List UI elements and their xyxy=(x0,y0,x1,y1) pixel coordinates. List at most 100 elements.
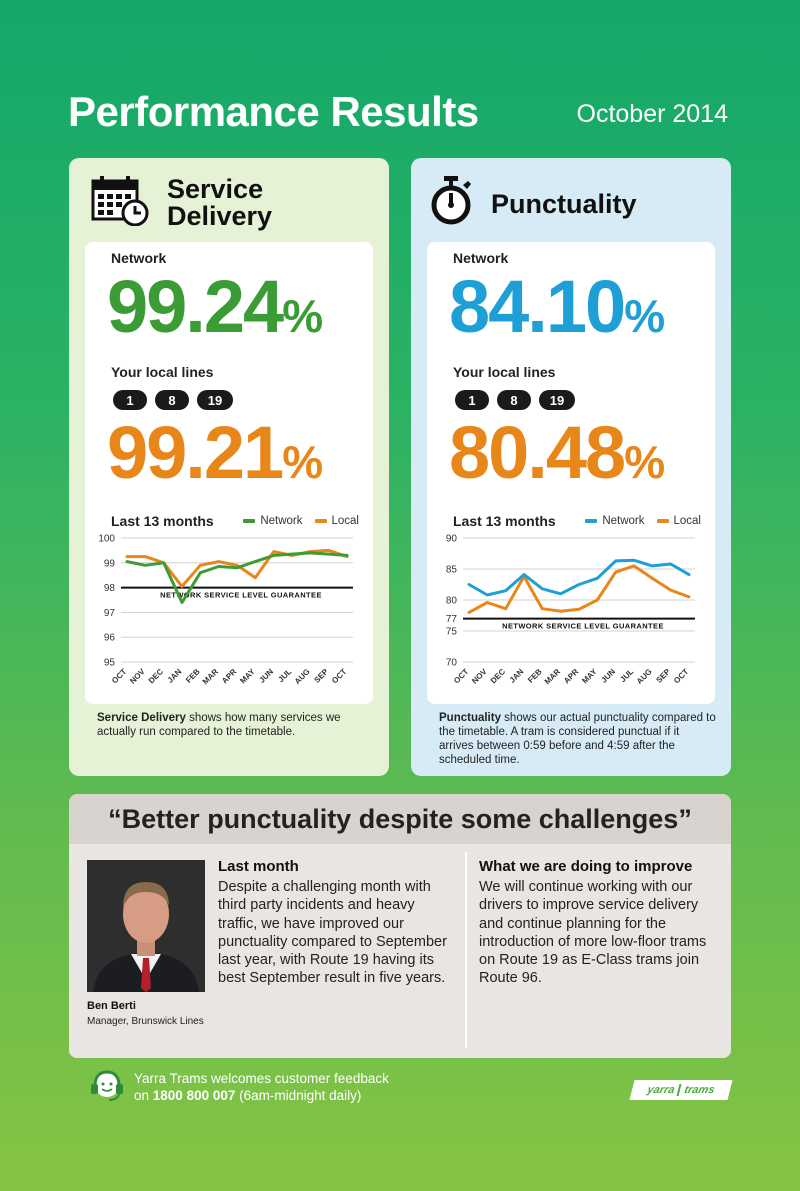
punctuality-description: Punctuality shows our actual punctuality… xyxy=(439,711,717,767)
logo-word-trams: trams xyxy=(682,1084,716,1096)
punctuality-chart: 70 75 77 80 85 90 NETWORK SERVICE LEVEL GUARAN… xyxy=(446,534,695,686)
guarantee-label: NETWORK SERVICE LEVEL GUARANTEE xyxy=(160,591,322,600)
percent-sign: % xyxy=(282,436,324,488)
route-pill: 19 xyxy=(197,390,233,410)
service-delivery-title-line2: Delivery xyxy=(167,201,273,231)
x-tick-label: JUN xyxy=(257,667,275,685)
person-role: Manager, Brunswick Lines xyxy=(87,1016,204,1027)
y-tick-label: 98 xyxy=(104,583,116,594)
legend-network-label: Network xyxy=(260,515,303,527)
x-tick-label: SEP xyxy=(654,667,672,685)
percent-sign: % xyxy=(282,290,324,342)
chart-legend: Network Local xyxy=(243,515,359,527)
headline-quote: “Better punctuality despite some challen… xyxy=(108,804,692,834)
x-tick-label: NOV xyxy=(470,667,489,686)
chart-title: Last 13 months xyxy=(111,513,214,529)
column-divider xyxy=(465,852,467,1048)
x-tick-label: MAR xyxy=(543,667,562,686)
x-tick-label: JUL xyxy=(618,667,635,684)
network-value: 84.10% xyxy=(449,270,665,353)
route-pill: 19 xyxy=(539,390,575,410)
x-tick-label: NOV xyxy=(128,667,147,686)
guarantee-label: NETWORK SERVICE LEVEL GUARANTEE xyxy=(502,622,664,631)
route-pill: 8 xyxy=(155,390,189,410)
service-delivery-chart: 95 96 97 98 99 100 NETWORK SERVICE LEVEL GUARA… xyxy=(98,534,353,686)
legend-network-label: Network xyxy=(602,515,645,527)
x-tick-label: MAY xyxy=(580,667,599,686)
x-tick-label: APR xyxy=(562,667,580,685)
x-tick-label: MAR xyxy=(201,667,220,686)
page-title: Performance Results xyxy=(68,88,479,135)
percent-sign: % xyxy=(624,436,666,488)
x-tick-label: AUG xyxy=(635,667,654,686)
feedback-text: Yarra Trams welcomes customer feedback o… xyxy=(134,1070,389,1104)
y-tick-label: 99 xyxy=(104,558,116,569)
y-tick-label: 96 xyxy=(104,633,116,644)
x-tick-label: JUN xyxy=(599,667,617,685)
yarra-trams-logo: yarra trams xyxy=(629,1080,733,1100)
series-line-local xyxy=(467,564,691,614)
x-tick-label: DEC xyxy=(489,667,507,685)
last-month-heading: Last month xyxy=(218,858,299,875)
x-tick-label: FEB xyxy=(526,667,544,685)
x-tick-label: OCT xyxy=(110,667,128,685)
feedback-pre: on xyxy=(134,1088,153,1103)
network-value: 99.24% xyxy=(107,270,323,353)
headset-icon xyxy=(91,1070,123,1101)
legend-network-swatch xyxy=(243,519,256,523)
network-value-number: 84.10 xyxy=(449,265,626,348)
desc-bold: Punctuality xyxy=(439,712,501,724)
local-value-number: 80.48 xyxy=(449,411,626,494)
legend-local: Local xyxy=(656,515,702,527)
network-label: Network xyxy=(111,250,167,266)
chart-legend: Network Local xyxy=(585,515,701,527)
local-value: 80.48% xyxy=(449,416,665,499)
x-tick-label: DEC xyxy=(147,667,165,685)
y-tick-label: 100 xyxy=(98,534,115,545)
legend-local-label: Local xyxy=(673,515,702,527)
x-tick-label: OCT xyxy=(672,667,690,685)
y-tick-label: 95 xyxy=(104,658,116,669)
local-lines-label: Your local lines xyxy=(111,364,214,380)
feedback-line1: Yarra Trams welcomes customer feedback xyxy=(134,1071,389,1086)
legend-network-swatch xyxy=(585,519,598,523)
last-month-text: Despite a challenging month with third p… xyxy=(218,879,447,987)
local-lines-label: Your local lines xyxy=(453,364,556,380)
network-value-number: 99.24 xyxy=(107,265,284,348)
y-tick-label: 70 xyxy=(446,658,458,669)
route-pill: 1 xyxy=(113,390,147,410)
punctuality-title: Punctuality xyxy=(491,189,637,219)
legend-local: Local xyxy=(314,515,359,527)
y-tick-label: 80 xyxy=(446,596,458,607)
x-tick-label: SEP xyxy=(312,667,330,685)
desc-bold: Service Delivery xyxy=(97,712,186,724)
quote-section: “Better punctuality despite some challen… xyxy=(69,794,731,1058)
x-tick-label: APR xyxy=(220,667,238,685)
chart-title: Last 13 months xyxy=(453,513,556,529)
legend-local-swatch xyxy=(656,519,669,523)
local-value: 99.21% xyxy=(107,416,323,499)
x-tick-label: OCT xyxy=(330,667,348,685)
x-tick-label: AUG xyxy=(293,667,312,686)
y-tick-label: 97 xyxy=(104,608,116,619)
calendar-clock-icon xyxy=(91,176,149,226)
feedback-line2: on 1800 800 007 (6am-midnight daily) xyxy=(134,1087,389,1104)
x-tick-label: JUL xyxy=(276,667,293,684)
x-tick-label: OCT xyxy=(452,667,470,685)
route-pills: 1 8 19 xyxy=(113,390,233,410)
legend-network: Network xyxy=(585,515,645,527)
quote-body: Ben Berti Manager, Brunswick Lines Last … xyxy=(69,844,731,1058)
person-portrait-icon xyxy=(87,860,205,992)
service-delivery-card: Network 99.24% Your local lines 1 8 19 9… xyxy=(85,242,373,704)
y-tick-label: 77 xyxy=(446,614,458,625)
local-value-number: 99.21 xyxy=(107,411,284,494)
logo-divider xyxy=(676,1084,682,1096)
improve-heading: What we are doing to improve xyxy=(479,858,693,875)
logo-word-yarra: yarra xyxy=(646,1084,676,1096)
series-line-network xyxy=(125,551,349,604)
service-delivery-panel: Service Delivery Network 99.24% Your loc… xyxy=(69,158,389,776)
network-label: Network xyxy=(453,250,509,266)
feedback-phone[interactable]: 1800 800 007 xyxy=(152,1088,236,1103)
manager-photo xyxy=(87,860,205,992)
desc-text: shows how many services we actually run … xyxy=(97,712,341,738)
